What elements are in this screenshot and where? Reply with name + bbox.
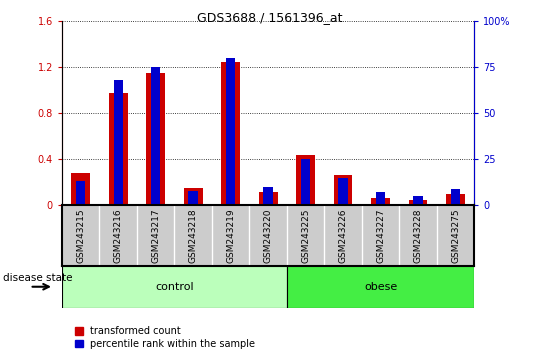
- Text: disease state: disease state: [3, 273, 72, 283]
- Text: GDS3688 / 1561396_at: GDS3688 / 1561396_at: [197, 11, 342, 24]
- Text: GSM243218: GSM243218: [189, 208, 198, 263]
- Bar: [222, 62, 240, 205]
- Text: GSM243227: GSM243227: [376, 208, 385, 263]
- Bar: [226, 58, 236, 205]
- Bar: [114, 80, 123, 205]
- Bar: [151, 67, 161, 205]
- Text: control: control: [155, 282, 194, 292]
- Bar: [301, 159, 310, 205]
- Text: obese: obese: [364, 282, 397, 292]
- Text: GSM243228: GSM243228: [413, 208, 423, 263]
- Bar: [189, 190, 198, 205]
- Bar: [71, 173, 90, 205]
- Bar: [409, 200, 427, 205]
- Bar: [451, 189, 460, 205]
- Bar: [413, 196, 423, 205]
- Text: GSM243275: GSM243275: [451, 208, 460, 263]
- Bar: [296, 155, 315, 205]
- Bar: [259, 192, 278, 205]
- Text: GSM243216: GSM243216: [114, 208, 123, 263]
- Text: GSM243217: GSM243217: [151, 208, 160, 263]
- Bar: [264, 187, 273, 205]
- Bar: [446, 194, 465, 205]
- Bar: [371, 198, 390, 205]
- Bar: [338, 178, 348, 205]
- Bar: [184, 188, 203, 205]
- Text: GSM243215: GSM243215: [76, 208, 85, 263]
- Bar: [287, 266, 474, 308]
- Bar: [76, 181, 85, 205]
- Bar: [62, 266, 287, 308]
- Text: GSM243219: GSM243219: [226, 208, 235, 263]
- Legend: transformed count, percentile rank within the sample: transformed count, percentile rank withi…: [75, 326, 255, 349]
- Text: GSM243220: GSM243220: [264, 208, 273, 263]
- Bar: [146, 73, 165, 205]
- Text: GSM243226: GSM243226: [338, 208, 348, 263]
- Bar: [376, 193, 385, 205]
- Bar: [109, 93, 128, 205]
- Bar: [334, 175, 353, 205]
- Text: GSM243225: GSM243225: [301, 208, 310, 263]
